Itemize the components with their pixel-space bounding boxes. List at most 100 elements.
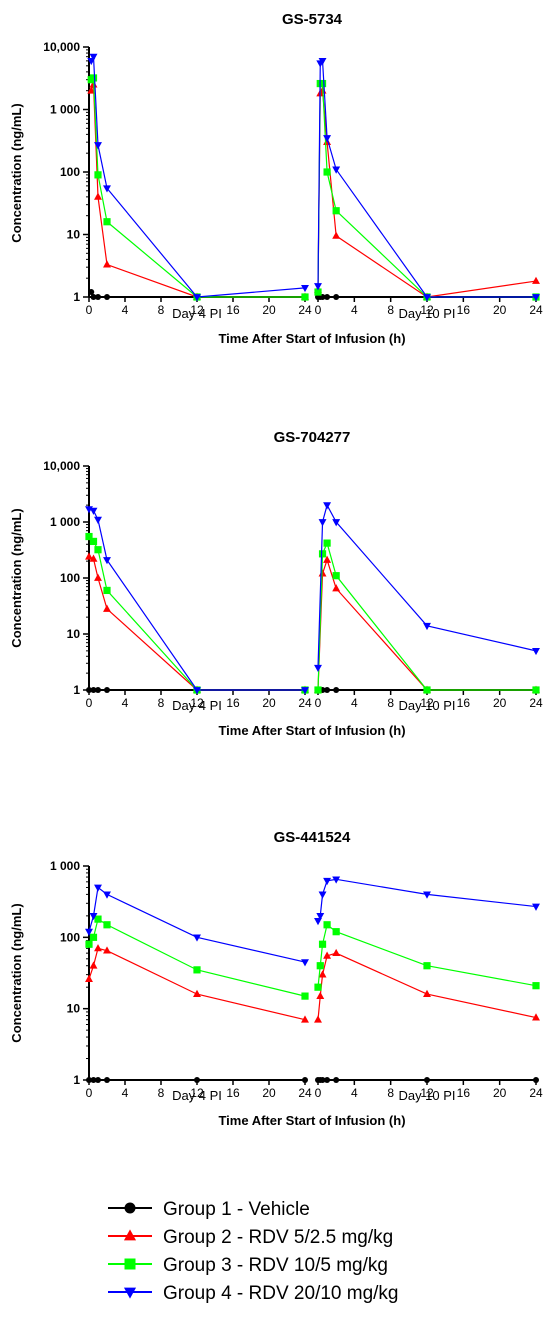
data-point bbox=[85, 532, 93, 541]
x-tick-label: 8 bbox=[158, 696, 165, 710]
data-point bbox=[85, 940, 93, 948]
x-tick-label: 16 bbox=[457, 1086, 471, 1100]
data-point bbox=[103, 946, 111, 954]
data-point bbox=[95, 1077, 101, 1083]
data-point bbox=[85, 928, 93, 937]
data-point bbox=[318, 550, 327, 558]
data-point bbox=[314, 983, 322, 991]
data-point bbox=[89, 74, 98, 82]
data-point bbox=[89, 961, 98, 969]
data-point bbox=[423, 294, 431, 302]
x-tick-label: 20 bbox=[262, 1086, 276, 1100]
y-tick-label: 10,000 bbox=[43, 459, 80, 473]
data-point bbox=[333, 1077, 340, 1083]
x-tick-label: 16 bbox=[226, 303, 240, 317]
y-tick-label: 100 bbox=[60, 571, 80, 585]
data-point bbox=[332, 207, 340, 215]
data-point bbox=[103, 921, 111, 929]
data-point bbox=[314, 918, 322, 926]
series-4 bbox=[85, 884, 309, 967]
y-tick-label: 10 bbox=[67, 228, 81, 242]
series-line bbox=[88, 886, 306, 963]
x-tick-label: 4 bbox=[122, 303, 129, 317]
data-point bbox=[324, 294, 331, 300]
series-3 bbox=[87, 74, 309, 301]
data-point bbox=[94, 915, 102, 923]
x-tick-label: 12 bbox=[190, 1086, 204, 1100]
series-line bbox=[317, 923, 537, 988]
data-point bbox=[301, 687, 309, 695]
data-point bbox=[88, 289, 95, 296]
x-tick-label: 8 bbox=[387, 303, 394, 317]
series-2 bbox=[85, 944, 309, 1023]
x-tick-label: 4 bbox=[122, 696, 129, 710]
legend-entry: Group 4 - RDV 20/10 mg/kg bbox=[108, 1283, 399, 1304]
x-axis-label: Time After Start of Infusion (h) bbox=[218, 1113, 405, 1128]
data-point bbox=[314, 283, 322, 291]
legend-entry: Group 2 - RDV 5/2.5 mg/kg bbox=[108, 1227, 393, 1248]
data-point bbox=[104, 294, 110, 300]
data-point bbox=[301, 1015, 309, 1023]
x-tick-label: 24 bbox=[529, 696, 543, 710]
y-axis-label: Concentration (ng/mL) bbox=[9, 103, 24, 242]
data-point bbox=[314, 686, 322, 694]
chart-1: GS-5734 Concentration (ng/mL) Time After S… bbox=[9, 11, 543, 346]
series-line bbox=[317, 503, 537, 668]
data-point bbox=[332, 876, 341, 884]
data-point bbox=[85, 552, 93, 560]
x-tick-label: 16 bbox=[226, 696, 240, 710]
data-point bbox=[532, 686, 540, 694]
x-tick-label: 12 bbox=[190, 696, 204, 710]
data-point bbox=[193, 934, 201, 942]
series-3 bbox=[314, 539, 540, 694]
data-point bbox=[86, 687, 92, 693]
series-4 bbox=[314, 876, 540, 926]
data-point bbox=[423, 891, 431, 899]
series-4 bbox=[314, 502, 540, 673]
series-2 bbox=[314, 86, 540, 300]
x-tick-label: 24 bbox=[298, 1086, 312, 1100]
data-point bbox=[424, 1077, 430, 1083]
chart-title: GS-5734 bbox=[282, 11, 343, 28]
legend: Group 1 - Vehicle Group 2 - RDV 5/2.5 mg/… bbox=[108, 1199, 399, 1304]
series-3 bbox=[85, 532, 309, 694]
panel-label: Day 10 PI bbox=[398, 1088, 455, 1103]
data-point bbox=[532, 276, 540, 284]
data-point bbox=[193, 294, 201, 302]
data-point bbox=[95, 687, 101, 693]
x-tick-label: 0 bbox=[86, 1086, 93, 1100]
panel-2: 0 4 8 12 16 20 24 Day 10 PI bbox=[314, 502, 543, 713]
legend-label: Group 3 - RDV 10/5 mg/kg bbox=[163, 1255, 388, 1276]
x-tick-label: 0 bbox=[86, 696, 93, 710]
data-point bbox=[318, 79, 327, 88]
y-tick-label: 1 000 bbox=[50, 103, 80, 117]
panel-1: 0 4 8 12 16 20 24 Day 4 PI bbox=[85, 884, 312, 1103]
y-axis-label: Concentration (ng/mL) bbox=[9, 903, 24, 1042]
data-point bbox=[193, 989, 201, 997]
data-point bbox=[193, 687, 201, 695]
legend-marker bbox=[123, 1287, 137, 1299]
x-tick-label: 12 bbox=[420, 303, 434, 317]
series-line bbox=[88, 508, 305, 691]
data-point bbox=[94, 192, 102, 200]
data-point bbox=[103, 557, 111, 565]
data-point bbox=[318, 57, 327, 66]
data-point bbox=[104, 687, 110, 693]
x-tick-label: 24 bbox=[529, 1086, 543, 1100]
panel-label: Day 10 PI bbox=[398, 306, 455, 321]
data-point bbox=[323, 168, 331, 176]
data-point bbox=[423, 962, 431, 970]
chart-2: GS-704277 Concentration (ng/mL) Time After… bbox=[9, 429, 543, 738]
data-point bbox=[423, 686, 431, 694]
legend-entry: Group 1 - Vehicle bbox=[108, 1199, 310, 1220]
x-tick-label: 8 bbox=[387, 696, 394, 710]
data-point bbox=[103, 604, 111, 612]
chart-title: GS-441524 bbox=[274, 829, 351, 846]
panel-1: 0 4 8 12 16 20 24 Day 4 PI bbox=[86, 53, 312, 321]
series-3 bbox=[85, 915, 309, 1000]
data-point bbox=[332, 519, 341, 527]
legend-label: Group 4 - RDV 20/10 mg/kg bbox=[163, 1283, 399, 1304]
x-tick-label: 4 bbox=[122, 1086, 129, 1100]
panel-1: 0 4 8 12 16 20 24 Day 4 PI bbox=[85, 506, 312, 713]
